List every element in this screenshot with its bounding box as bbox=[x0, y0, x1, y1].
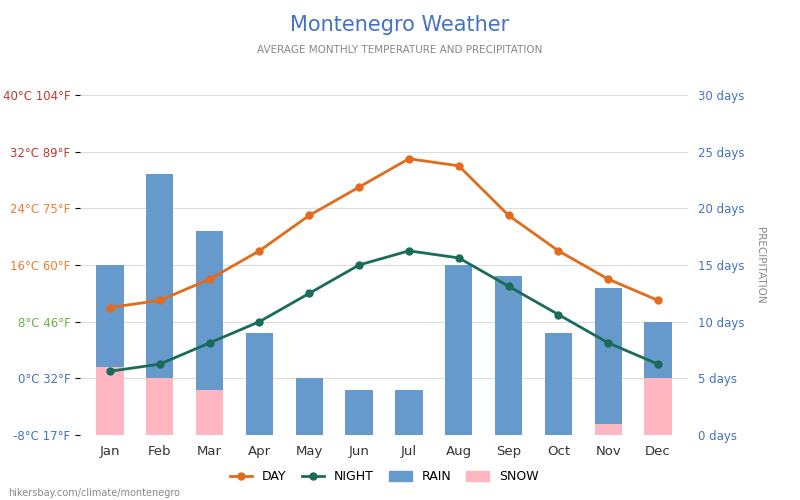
Bar bbox=[96, 367, 124, 435]
Bar bbox=[395, 390, 422, 435]
Bar bbox=[346, 390, 373, 435]
Bar bbox=[196, 231, 223, 435]
Bar bbox=[594, 424, 622, 435]
Bar bbox=[644, 378, 672, 435]
Bar bbox=[96, 265, 124, 435]
Bar bbox=[246, 333, 273, 435]
Y-axis label: PRECIPITATION: PRECIPITATION bbox=[755, 226, 766, 304]
Bar bbox=[495, 276, 522, 435]
Bar bbox=[644, 322, 672, 435]
Text: AVERAGE MONTHLY TEMPERATURE AND PRECIPITATION: AVERAGE MONTHLY TEMPERATURE AND PRECIPIT… bbox=[258, 45, 542, 55]
Bar bbox=[594, 288, 622, 435]
Bar bbox=[445, 265, 473, 435]
Bar bbox=[146, 174, 174, 435]
Bar bbox=[545, 333, 572, 435]
Legend: DAY, NIGHT, RAIN, SNOW: DAY, NIGHT, RAIN, SNOW bbox=[225, 465, 543, 488]
Bar bbox=[196, 390, 223, 435]
Bar bbox=[295, 378, 323, 435]
Text: hikersbay.com/climate/montenegro: hikersbay.com/climate/montenegro bbox=[8, 488, 180, 498]
Bar bbox=[146, 378, 174, 435]
Text: Montenegro Weather: Montenegro Weather bbox=[290, 15, 510, 35]
